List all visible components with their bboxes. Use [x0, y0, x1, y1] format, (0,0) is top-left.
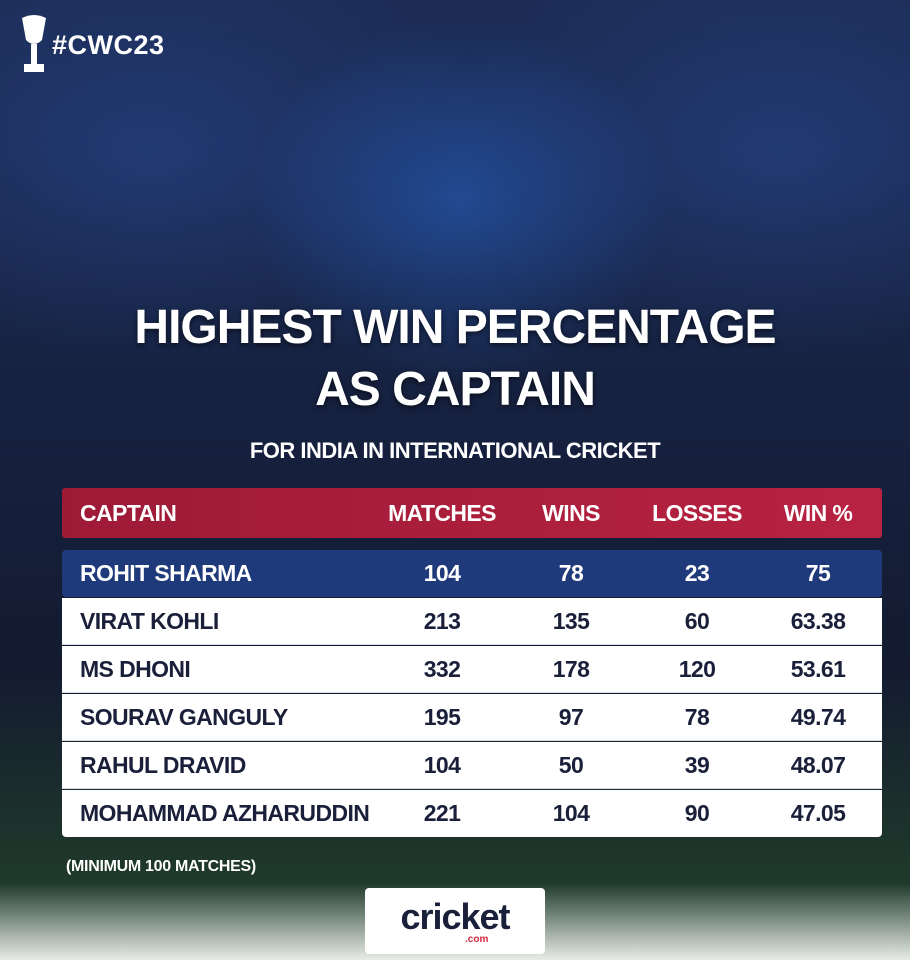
stat-cell: 104	[552, 800, 590, 826]
stat-cell: 63.38	[790, 607, 846, 634]
stat-cell: 53.61	[790, 655, 846, 682]
stat-cell: 47.05	[790, 800, 846, 826]
stat-cell: 90	[684, 800, 710, 826]
stat-cell: 49.74	[790, 703, 846, 730]
stat-cell: 39	[684, 751, 710, 778]
title-line: AS CAPTAIN	[315, 363, 596, 416]
logo-text: cricket	[400, 896, 510, 937]
stat-cell: 178	[552, 655, 590, 682]
footnote: (MINIMUM 100 MATCHES)	[66, 858, 256, 875]
header-cell: LOSSES	[652, 499, 742, 526]
hashtag: #CWC23	[52, 30, 165, 60]
stat-cell: 50	[558, 751, 584, 778]
stat-cell: 213	[423, 607, 461, 634]
logo: cricket .com	[365, 888, 545, 954]
stat-cell: 48.07	[790, 751, 846, 778]
stat-cell: 120	[678, 655, 716, 682]
captain-name: SOURAV GANGULY	[80, 703, 288, 730]
table-row: MOHAMMAD AZHARUDDIN 221 104 90 47.05	[62, 790, 882, 837]
stat-cell: 97	[558, 703, 584, 730]
stat-cell: 78	[684, 703, 710, 730]
table-row: VIRAT KOHLI 213 135 60 63.38	[62, 598, 882, 645]
stat-cell: 221	[423, 800, 461, 826]
captain-name: MS DHONI	[80, 655, 191, 682]
captain-name: VIRAT KOHLI	[80, 607, 219, 634]
subtitle: FOR INDIA IN INTERNATIONAL CRICKET	[249, 438, 661, 463]
header-cell: WINS	[542, 499, 600, 526]
table-row: RAHUL DRAVID 104 50 39 48.07	[62, 742, 882, 789]
stat-cell: 195	[423, 703, 461, 730]
header-cell: MATCHES	[388, 499, 496, 526]
table-header: CAPTAIN MATCHES WINS LOSSES WIN %	[62, 488, 882, 538]
table-row: ROHIT SHARMA 104 78 23 75	[62, 550, 882, 597]
table-row: MS DHONI 332 178 120 53.61	[62, 646, 882, 693]
title-line: HIGHEST WIN PERCENTAGE	[134, 301, 776, 354]
stat-cell: 60	[684, 607, 710, 634]
logo-suffix: .com	[465, 934, 489, 945]
table-row: SOURAV GANGULY 195 97 78 49.74	[62, 694, 882, 741]
stat-cell: 75	[805, 560, 831, 586]
stat-cell: 23	[684, 560, 710, 586]
stat-cell: 332	[423, 655, 461, 682]
stat-cell: 104	[423, 751, 461, 778]
stat-cell: 135	[552, 607, 590, 634]
stat-cell: 78	[558, 560, 584, 586]
header-cell: CAPTAIN	[80, 499, 177, 526]
captain-name: MOHAMMAD AZHARUDDIN	[80, 800, 370, 826]
trophy-icon	[22, 15, 46, 72]
header-cell: WIN %	[783, 499, 853, 526]
captain-name: ROHIT SHARMA	[80, 560, 252, 586]
stat-cell: 104	[423, 560, 461, 586]
captain-name: RAHUL DRAVID	[80, 751, 246, 778]
